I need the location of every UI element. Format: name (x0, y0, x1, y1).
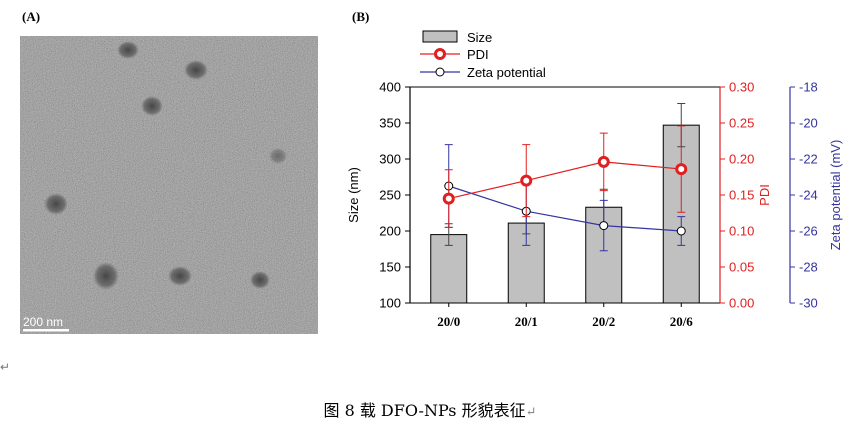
legend-swatch-size (422, 30, 458, 43)
xtick-label-20/1: 20/1 (515, 314, 538, 329)
panel-a-label: (A) (22, 9, 41, 24)
tick-label-right1-0.30: 0.30 (729, 80, 754, 95)
scale-bar-label: 200 nm (23, 315, 63, 329)
caption-text: 图 8 载 DFO-NPs 形貌表征 (323, 401, 526, 420)
tick-label-right2--26: -26 (799, 224, 818, 239)
legend: Size PDI Zeta potential (420, 30, 546, 80)
ylabel-zeta: Zeta potential (mV) (828, 140, 843, 251)
legend-marker-zeta (435, 67, 445, 77)
tick-label-right1-0.15: 0.15 (729, 188, 754, 203)
point-pdi-20/6 (675, 163, 688, 176)
point-pdi-20/1 (520, 174, 533, 187)
tick-label-right2--22: -22 (799, 152, 818, 167)
tick-label-left-150: 150 (379, 260, 401, 275)
tick-label-left-300: 300 (379, 152, 401, 167)
line-pdi (448, 161, 682, 200)
tick-label-left-400: 400 (379, 80, 401, 95)
tick-label-right2--30: -30 (799, 296, 818, 311)
bars (430, 103, 700, 304)
tick-label-right2--28: -28 (799, 260, 818, 275)
point-pdi-20/0 (442, 192, 455, 205)
panel-b-label: (B) (352, 9, 370, 24)
tick-label-right2--18: -18 (799, 80, 818, 95)
tick-label-right2--24: -24 (799, 188, 818, 203)
legend-label-pdi: PDI (467, 47, 489, 62)
tick-label-left-200: 200 (379, 224, 401, 239)
xtick-label-20/6: 20/6 (670, 314, 694, 329)
legend-label-zeta-potential: Zeta potential (467, 65, 546, 80)
tick-label-left-100: 100 (379, 296, 401, 311)
scale-bar: 200 nm (23, 315, 69, 332)
tem-micrograph: 200 nm (20, 36, 318, 334)
chart-panel-b: 100 150 200 250 300 350 400 0.00 0.05 0.10 0.15 0.2… (346, 30, 843, 330)
xtick-label-20/0: 20/0 (437, 314, 460, 329)
tick-label-left-350: 350 (379, 116, 401, 131)
ylabel-pdi: PDI (757, 184, 772, 206)
tick-label-right1-0.05: 0.05 (729, 260, 754, 275)
lines (442, 125, 688, 252)
tick-label-right2--20: -20 (799, 116, 818, 131)
legend-marker-pdi (434, 48, 446, 60)
ylabel-size: Size (nm) (346, 167, 361, 223)
point-pdi-20/2 (597, 155, 610, 168)
tick-label-right1-0.20: 0.20 (729, 152, 754, 167)
point-zeta-20/6 (676, 226, 686, 236)
tick-label-left-250: 250 (379, 188, 401, 203)
legend-label-size: Size (467, 30, 492, 45)
tick-label-right1-0.00: 0.00 (729, 296, 754, 311)
point-zeta-20/2 (599, 221, 609, 231)
axes: 100 150 200 250 300 350 400 0.00 0.05 0.10 0.15 0.2… (346, 80, 843, 330)
line-zeta-potential (448, 185, 682, 232)
nanoparticles (44, 41, 287, 290)
caption-paragraph-mark: ↵ (525, 405, 537, 420)
tick-label-right1-0.25: 0.25 (729, 116, 754, 131)
tick-label-right1-0.10: 0.10 (729, 224, 754, 239)
paragraph-mark: ↵ (0, 360, 11, 374)
xtick-label-20/2: 20/2 (592, 314, 615, 329)
figure-caption: 图 8 载 DFO-NPs 形貌表征↵ (0, 397, 860, 421)
